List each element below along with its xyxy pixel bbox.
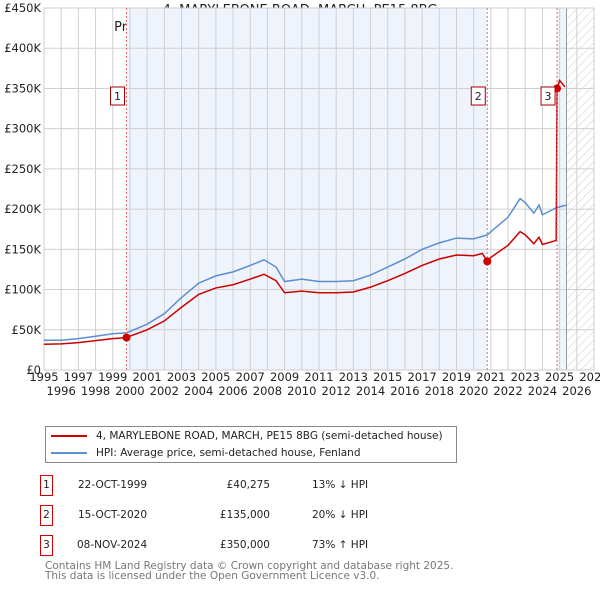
y-tick-label: £350K	[4, 81, 41, 95]
x-tick-label: 2023	[511, 370, 540, 384]
x-tick-label: 2013	[339, 370, 368, 384]
legend: 4, MARYLEBONE ROAD, MARCH, PE15 8BG (sem…	[45, 426, 457, 463]
x-tick-label: 2010	[287, 384, 316, 398]
x-tick-label: 2019	[442, 370, 471, 384]
x-tick-label: 2027	[579, 370, 600, 384]
x-tick-label: 2022	[493, 384, 522, 398]
y-tick-label: £50K	[12, 323, 42, 337]
x-tick-label: 2007	[236, 370, 265, 384]
sale-marker-label: 2	[40, 505, 53, 526]
sale-label: 2	[475, 90, 482, 103]
sale-marker-label: 1	[40, 475, 53, 496]
legend-item-hpi: HPI: Average price, semi-detached house,…	[51, 447, 360, 459]
sale-price: £135,000	[219, 509, 270, 521]
x-tick-label: 1998	[81, 384, 110, 398]
sale-date: 08-NOV-2024	[77, 539, 148, 551]
sale-point	[122, 333, 131, 342]
sale-date: 22-OCT-1999	[78, 479, 147, 491]
x-tick-label: 2025	[545, 370, 574, 384]
y-tick-label: £300K	[4, 122, 41, 136]
legend-swatch-red	[51, 435, 87, 437]
y-tick-label: £250K	[4, 162, 41, 176]
x-tick-label: 1999	[98, 370, 127, 384]
x-tick-label: 2006	[218, 384, 247, 398]
sale-label-box	[540, 86, 556, 106]
shaded-period	[126, 8, 488, 370]
x-tick-label: 2009	[270, 370, 299, 384]
x-tick-label: 2014	[356, 384, 385, 398]
x-tick-label: 2018	[425, 384, 454, 398]
hpi-line	[44, 197, 567, 341]
legend-label: HPI: Average price, semi-detached house,…	[96, 447, 361, 459]
x-tick-label: 1995	[29, 370, 58, 384]
property-price-line	[43, 78, 566, 346]
sale-label: 3	[545, 90, 552, 103]
plot-border	[43, 7, 595, 371]
x-tick-label: 2015	[373, 370, 402, 384]
x-tick-label: 2004	[184, 384, 213, 398]
x-tick-label: 2008	[253, 384, 282, 398]
x-tick-label: 2011	[304, 370, 333, 384]
x-tick-label: 2021	[476, 370, 505, 384]
x-tick-label: 2003	[167, 370, 196, 384]
y-tick-label: £0	[26, 363, 41, 377]
sale-point	[483, 257, 492, 266]
sale-marker-label: 3	[40, 535, 53, 556]
x-tick-label: 2012	[322, 384, 351, 398]
y-tick-label: £400K	[4, 41, 41, 55]
forecast-hatch	[566, 8, 594, 370]
x-tick-label: 2001	[132, 370, 161, 384]
sale-label-box	[470, 86, 486, 106]
plot: 1995199619971998199920002001200220032004…	[4, 1, 600, 398]
x-tick-label: 2017	[407, 370, 436, 384]
legend-swatch-blue	[51, 452, 87, 454]
x-tick-label: 2016	[390, 384, 419, 398]
sale-label-box	[110, 86, 125, 106]
x-tick-label: 1996	[47, 384, 76, 398]
x-tick-label: 2026	[562, 384, 591, 398]
footer-licence: This data is licensed under the Open Gov…	[45, 570, 380, 582]
sale-price: £350,000	[219, 539, 270, 551]
sale-hpi-diff: 13% ↓ HPI	[312, 479, 369, 491]
y-tick-label: £200K	[4, 202, 41, 216]
x-tick-label: 2024	[528, 384, 557, 398]
sale-date: 15-OCT-2020	[78, 509, 147, 521]
footer-copyright: Contains HM Land Registry data © Crown c…	[45, 560, 454, 572]
x-tick-label: 2005	[201, 370, 230, 384]
x-tick-label: 2000	[115, 384, 144, 398]
x-tick-label: 2020	[459, 384, 488, 398]
x-tick-label: 2002	[150, 384, 179, 398]
y-tick-label: £150K	[4, 242, 41, 256]
y-tick-label: £100K	[4, 283, 41, 297]
sale-hpi-diff: 20% ↓ HPI	[312, 509, 369, 521]
sale-label: 1	[114, 90, 121, 103]
x-tick-label: 1997	[64, 370, 93, 384]
shaded-period	[557, 8, 567, 370]
legend-label: 4, MARYLEBONE ROAD, MARCH, PE15 8BG (sem…	[96, 430, 443, 442]
legend-item-property: 4, MARYLEBONE ROAD, MARCH, PE15 8BG (sem…	[51, 430, 443, 442]
sale-hpi-diff: 73% ↑ HPI	[312, 539, 369, 551]
y-tick-label: £450K	[4, 1, 41, 15]
sale-price: £40,275	[226, 479, 270, 491]
